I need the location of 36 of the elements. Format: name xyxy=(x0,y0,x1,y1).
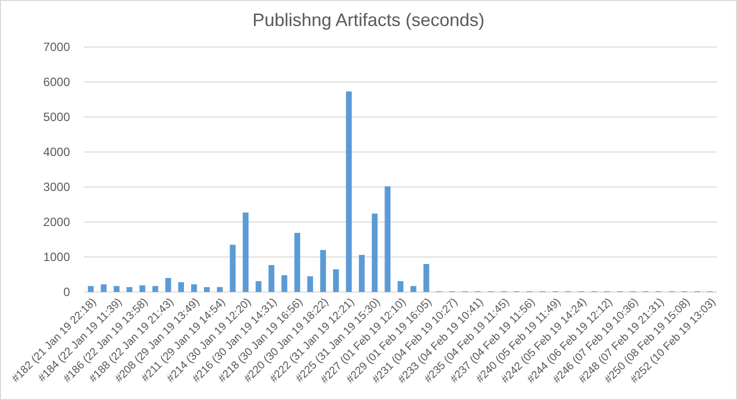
bar xyxy=(204,287,210,292)
bar xyxy=(230,244,236,292)
y-tick-label: 1000 xyxy=(43,250,70,264)
bar xyxy=(320,250,326,292)
y-tick-label: 5000 xyxy=(43,110,70,124)
y-tick-label: 7000 xyxy=(43,40,70,54)
bar xyxy=(358,254,365,292)
y-tick-label: 3000 xyxy=(43,180,70,194)
bar xyxy=(410,286,416,292)
y-tick-label: 4000 xyxy=(43,144,70,159)
bar xyxy=(242,212,249,292)
bar xyxy=(152,286,158,292)
bar xyxy=(126,287,132,292)
bar xyxy=(333,269,339,292)
bar xyxy=(294,232,300,292)
y-tick-label: 6000 xyxy=(43,74,70,89)
bar xyxy=(372,214,378,292)
bar xyxy=(165,278,172,292)
bar xyxy=(216,287,223,292)
bar xyxy=(281,275,288,292)
chart-title: Publishng Artifacts (seconds) xyxy=(252,10,485,30)
bar xyxy=(346,91,352,292)
bar xyxy=(100,284,107,292)
bar xyxy=(268,265,274,292)
bar xyxy=(423,264,430,292)
bar xyxy=(88,286,94,292)
bar xyxy=(114,286,120,292)
bar xyxy=(307,276,314,292)
bar xyxy=(384,186,390,292)
bar xyxy=(398,281,404,292)
bar xyxy=(139,285,146,292)
bar xyxy=(191,284,197,292)
y-tick-label: 0 xyxy=(63,284,70,299)
bar xyxy=(178,282,184,292)
y-tick-label: 2000 xyxy=(43,214,70,229)
bar xyxy=(256,281,262,292)
